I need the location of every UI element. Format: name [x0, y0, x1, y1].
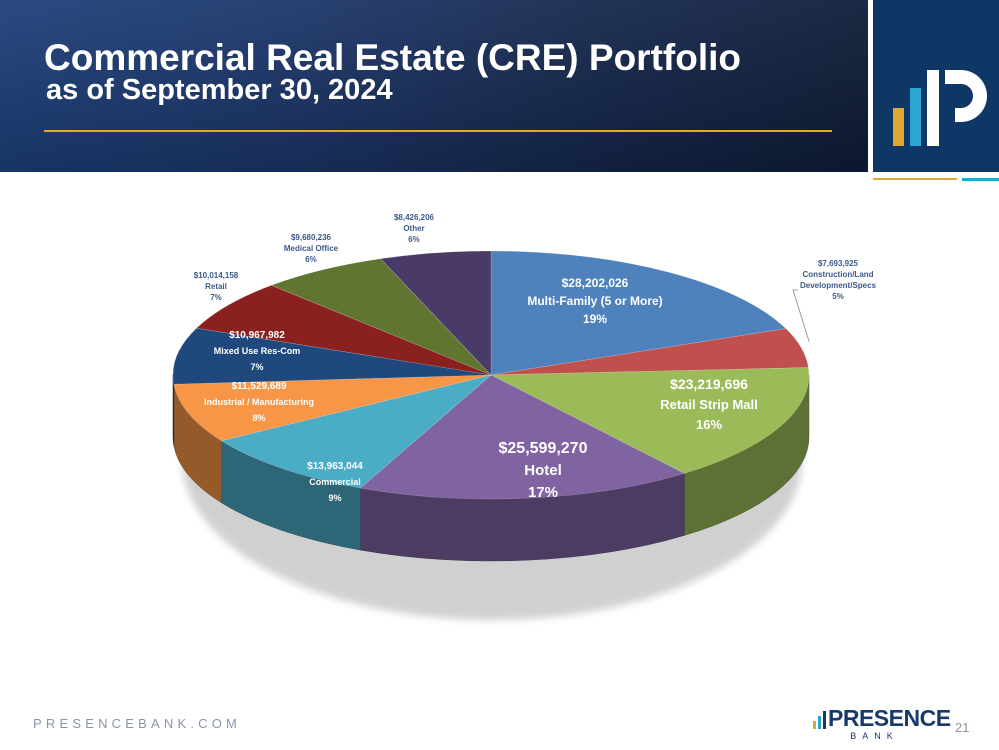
pie-slice-retail-strip-mall — [490, 367, 810, 474]
label-percent-mixed-use-res-com: 7% — [250, 362, 263, 372]
label-value-medical-office: $9,680,236 — [291, 233, 332, 242]
label-value-hotel: $25,599,270 — [499, 440, 588, 457]
pie-slice-other — [379, 250, 492, 376]
label-name-2-construction-land-development-specs: Development/Specs — [800, 281, 877, 290]
pie-slice-mixed-use-res-com — [172, 327, 492, 385]
label-percent-hotel: 17% — [528, 484, 558, 501]
label-name-retail-strip-mall: Retail Strip Mall — [660, 397, 758, 412]
slide-title: Commercial Real Estate (CRE) Portfolio — [44, 37, 741, 78]
brand-subname: BANK — [850, 731, 899, 741]
label-percent-commercial: 9% — [328, 493, 341, 503]
label-name-retail: Retail — [205, 282, 227, 291]
pie-slice-industrial-manufacturing — [173, 374, 492, 442]
label-percent-construction-land-development-specs: 5% — [832, 292, 844, 301]
label-value-retail-strip-mall: $23,219,696 — [670, 376, 748, 392]
pie-slice-multi-family-5-or-more — [490, 250, 787, 376]
label-name-hotel: Hotel — [524, 462, 562, 479]
label-name-multi-family-5-or-more: Multi-Family (5 or More) — [527, 294, 662, 308]
label-percent-other: 6% — [408, 235, 420, 244]
label-percent-industrial-manufacturing: 8% — [252, 413, 265, 423]
pie-slice-medical-office — [270, 258, 492, 376]
pie-wall-mixed-use-res-com — [172, 374, 175, 447]
label-value-commercial: $13,963,044 — [307, 461, 363, 472]
page-number: 21 — [955, 720, 970, 735]
label-name-mixed-use-res-com: Mixed Use Res-Com — [214, 346, 301, 356]
slide-subtitle: as of September 30, 2024 — [46, 74, 393, 106]
leader-line-construction-land-development-specs — [792, 289, 810, 342]
label-value-industrial-manufacturing: $11,529,689 — [231, 381, 286, 392]
label-value-multi-family-5-or-more: $28,202,026 — [562, 276, 629, 290]
label-name-1-construction-land-development-specs: Construction/Land — [802, 270, 873, 279]
logo-underline-gold — [873, 178, 957, 180]
label-value-mixed-use-res-com: $10,967,982 — [229, 330, 285, 341]
presence-bank-wordmark: PRESENCE BANK — [812, 705, 951, 745]
pie-slice-construction-land-development-specs — [490, 328, 809, 376]
label-value-other: $8,426,206 — [394, 213, 435, 222]
pie-slices — [172, 250, 810, 500]
logo-underline-blue — [962, 178, 999, 181]
pie-side-walls — [172, 374, 810, 562]
label-percent-multi-family-5-or-more: 19% — [583, 312, 607, 326]
cre-pie-chart: $28,202,026 Multi-Family (5 or More) 19% $7… — [172, 213, 877, 620]
pie-slice-commercial — [220, 374, 492, 489]
brand-bars-icon — [813, 711, 826, 729]
pie-leader-lines — [792, 289, 810, 342]
title-divider — [44, 130, 832, 132]
pie-slice-retail — [195, 284, 492, 376]
label-percent-retail-strip-mall: 16% — [696, 417, 722, 432]
pie-labels: $28,202,026 Multi-Family (5 or More) 19% $7… — [194, 213, 877, 503]
presence-logo-tile — [873, 0, 999, 172]
label-value-construction-land-development-specs: $7,693,925 — [818, 259, 859, 268]
title-banner — [0, 0, 868, 172]
label-name-other: Other — [403, 224, 424, 233]
presence-logo-icon — [893, 70, 987, 146]
brand-name: PRESENCE — [828, 705, 951, 731]
label-percent-retail: 7% — [210, 293, 222, 302]
pie-slice-hotel — [359, 374, 686, 500]
footer-website: PRESENCEBANK.COM — [33, 716, 242, 731]
label-name-medical-office: Medical Office — [284, 244, 339, 253]
label-name-industrial-manufacturing: Industrial / Manufacturing — [204, 397, 314, 407]
label-name-commercial: Commercial — [309, 477, 361, 487]
label-percent-medical-office: 6% — [305, 255, 317, 264]
label-value-retail: $10,014,158 — [194, 271, 239, 280]
